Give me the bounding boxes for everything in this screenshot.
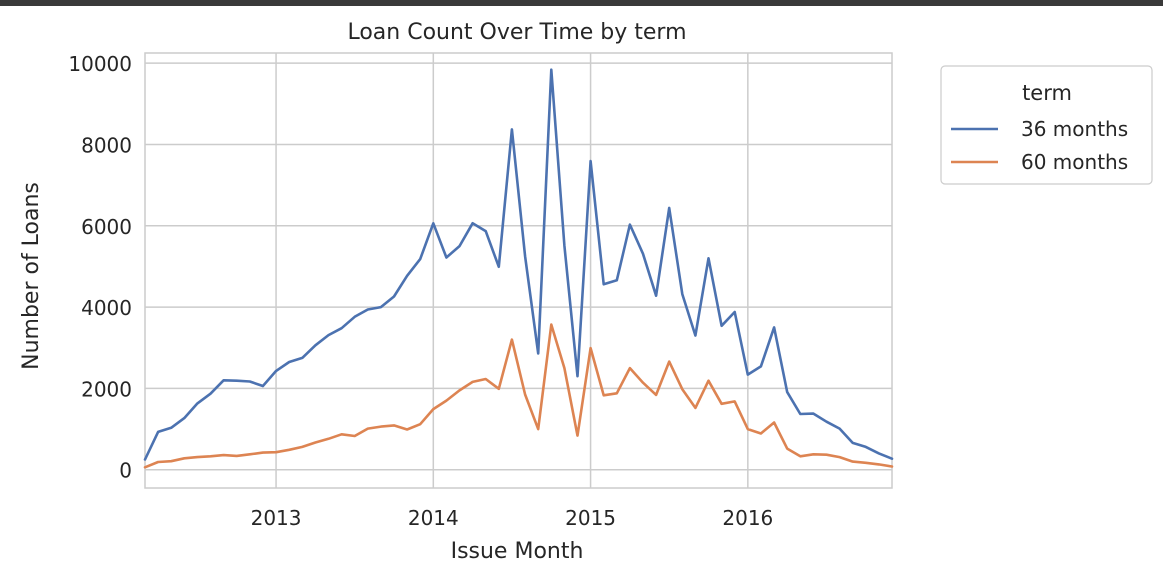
y-tick-label: 6000 (81, 215, 132, 239)
x-tick-label: 2014 (408, 506, 459, 530)
grid (145, 53, 892, 488)
plot-frame (144, 52, 893, 489)
legend-entries: 36 months 60 months (951, 117, 1128, 174)
line-chart: Loan Count Over Time by term 0 2000 4000 60… (19, 20, 1153, 564)
y-axis-label: Number of Loans (19, 182, 44, 370)
x-tick-label: 2015 (565, 506, 616, 530)
x-tick-label: 2016 (722, 506, 773, 530)
legend-label: 36 months (1021, 117, 1128, 141)
y-tick-label: 4000 (81, 296, 132, 320)
y-tick-label: 0 (119, 459, 132, 483)
x-tick-labels: 2013 2014 2015 2016 (251, 506, 774, 530)
y-tick-labels: 0 2000 4000 6000 8000 10000 (68, 52, 132, 483)
series-line-2 (143, 323, 894, 469)
x-axis-label: Issue Month (451, 539, 584, 564)
legend-box (940, 65, 1153, 185)
legend-label: 60 months (1021, 150, 1128, 174)
chart-title: Loan Count Over Time by term (347, 20, 686, 45)
y-tick-label: 8000 (81, 133, 132, 157)
x-tick-label: 2013 (251, 506, 302, 530)
y-tick-label: 10000 (68, 52, 132, 76)
series-layer (143, 68, 894, 469)
chart-frame: Loan Count Over Time by term 0 2000 4000 60… (0, 6, 1163, 572)
legend-title: term (1022, 81, 1072, 105)
y-tick-label: 2000 (81, 377, 132, 401)
legend: term 36 months 60 months (940, 65, 1153, 185)
series-line-1 (143, 68, 894, 461)
